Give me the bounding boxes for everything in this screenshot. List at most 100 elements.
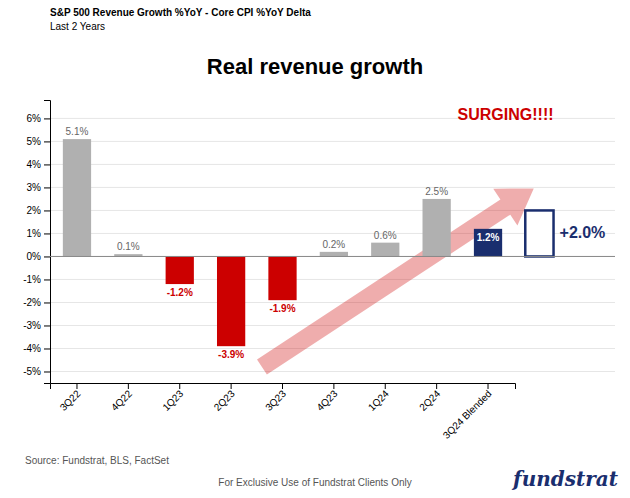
grid-line — [50, 279, 615, 280]
y-tick-mark — [44, 118, 50, 119]
x-tick: 2Q24 — [417, 383, 442, 413]
y-tick: 2% — [27, 205, 50, 216]
y-tick-mark — [44, 371, 50, 372]
y-tick-label: -3% — [23, 320, 41, 331]
data-label: -3.9% — [218, 349, 244, 360]
y-axis-line — [44, 101, 51, 384]
y-tick-label: -4% — [23, 343, 41, 354]
x-tick-label: 2Q23 — [212, 388, 237, 413]
x-tick-label: 2Q24 — [417, 388, 442, 413]
y-tick-label: 6% — [27, 113, 42, 124]
x-tick: 3Q23 — [263, 383, 288, 413]
title: Real revenue growth — [207, 54, 423, 79]
x-tick-mark — [385, 383, 386, 389]
y-tick: 6% — [27, 113, 50, 124]
x-tick-mark — [76, 383, 77, 389]
y-tick-label: 4% — [27, 159, 42, 170]
data-label: -1.9% — [269, 303, 295, 314]
zero-line — [50, 256, 615, 257]
annotation: SURGING!!!! — [458, 106, 554, 123]
y-tick: 5% — [27, 136, 50, 147]
x-tick-mark — [488, 383, 489, 389]
grid-line — [50, 256, 615, 257]
y-tick-label: 1% — [27, 228, 42, 239]
x-axis-line — [51, 384, 516, 390]
bar — [474, 229, 502, 257]
x-tick-label: 4Q22 — [109, 388, 134, 413]
y-tick-label: -2% — [23, 297, 41, 308]
bar — [63, 139, 91, 256]
y-tick-mark — [44, 302, 50, 303]
x-tick-label: 1Q23 — [160, 388, 185, 413]
bar — [371, 243, 399, 257]
y-tick-label: 5% — [27, 136, 42, 147]
bar — [320, 252, 348, 257]
data-label: 0.1% — [117, 241, 140, 252]
x-tick-mark — [436, 383, 437, 389]
data-labels: 5.1% 0.1% -1.2% -3.9% -1.9% 0.2% 0.6% 2.5% 1.2% — [66, 126, 500, 360]
x-tick-mark — [282, 383, 283, 389]
footer: For Exclusive Use of Fundstrat Clients O… — [218, 477, 411, 488]
y-tick: -3% — [23, 320, 50, 331]
bar — [217, 256, 245, 346]
y-tick-mark — [44, 256, 50, 257]
y-tick: -2% — [23, 297, 50, 308]
x-tick-label: 3Q22 — [58, 388, 83, 413]
x-tick: 3Q24 Blended — [441, 383, 494, 441]
x-tick-mark — [231, 383, 232, 389]
y-tick-label: -5% — [23, 366, 41, 377]
y-tick: -1% — [23, 274, 50, 285]
x-tick-mark — [179, 383, 180, 389]
grid-line — [50, 187, 615, 188]
y-tick-label: -1% — [23, 274, 41, 285]
data-label: 2.5% — [425, 186, 448, 197]
x-tick: 1Q23 — [160, 383, 185, 413]
x-tick: 4Q23 — [314, 383, 339, 413]
data-label: 0.2% — [322, 239, 345, 250]
bar — [268, 256, 296, 300]
annotation: +2.0% — [560, 224, 606, 241]
grid-line — [50, 164, 615, 165]
grid-line — [50, 371, 615, 372]
bar — [423, 199, 451, 257]
ghost-bar — [525, 210, 553, 256]
subtitle: S&P 500 Revenue Growth %YoY - Core CPI %… — [50, 7, 311, 18]
x-tick: 4Q22 — [109, 383, 134, 413]
y-tick-mark — [44, 325, 50, 326]
y-tick: 3% — [27, 182, 50, 193]
y-tick-mark — [44, 141, 50, 142]
x-tick-mark — [128, 383, 129, 389]
arrow — [257, 188, 534, 374]
x-tick: 3Q22 — [58, 383, 83, 413]
data-label: 5.1% — [66, 126, 89, 137]
x-tick: 2Q23 — [212, 383, 237, 413]
y-axis: -5% -4% -3% -2% -1% 0% 1% 2% 3% 4% 5% 6% — [23, 101, 50, 384]
x-tick-label: 4Q23 — [314, 388, 339, 413]
x-tick-label: 1Q24 — [366, 388, 391, 413]
y-tick-mark — [44, 348, 50, 349]
logo: fundstrat — [511, 467, 619, 491]
data-label: -1.2% — [167, 287, 193, 298]
y-tick-label: 2% — [27, 205, 42, 216]
data-label: 0.6% — [374, 230, 397, 241]
grid-line — [50, 141, 615, 142]
y-tick-mark — [44, 279, 50, 280]
y-tick-label: 0% — [27, 251, 42, 262]
grid-line — [50, 302, 615, 303]
y-tick-label: 3% — [27, 182, 42, 193]
y-tick: -5% — [23, 366, 50, 377]
y-tick-mark — [44, 233, 50, 234]
subtitle: Last 2 Years — [50, 21, 105, 32]
y-tick: 4% — [27, 159, 50, 170]
source: Source: Fundstrat, BLS, FactSet — [25, 455, 169, 466]
bar — [166, 256, 194, 284]
x-tick-mark — [333, 383, 334, 389]
y-tick-mark — [44, 210, 50, 211]
x-axis: 3Q22 4Q22 1Q23 2Q23 3Q23 4Q23 1Q24 2Q243Q24 Ble… — [51, 383, 516, 441]
grid — [50, 118, 615, 371]
x-tick-label: 3Q24 Blended — [441, 388, 494, 441]
y-tick: -4% — [23, 343, 50, 354]
data-label: 1.2% — [477, 232, 500, 243]
grid-line — [50, 348, 615, 349]
y-tick: 1% — [27, 228, 50, 239]
